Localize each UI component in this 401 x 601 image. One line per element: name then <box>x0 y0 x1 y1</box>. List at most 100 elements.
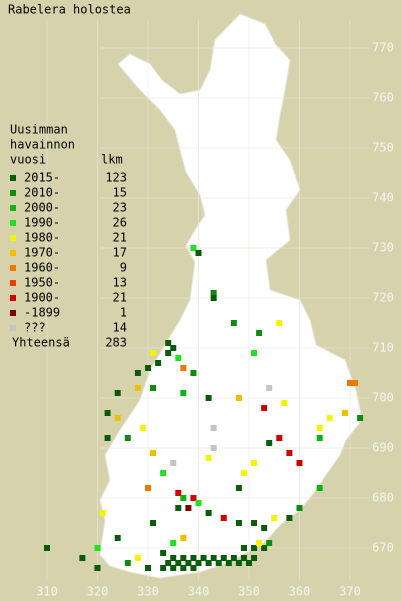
legend-count: 26 <box>113 216 127 230</box>
observation-square <box>134 385 141 391</box>
y-tick-label: 720 <box>372 291 394 305</box>
observation-square <box>124 560 131 566</box>
legend-label: 2000- <box>24 201 60 215</box>
observation-square <box>200 555 207 561</box>
y-tick-label: 700 <box>372 391 394 405</box>
observation-square <box>180 555 187 561</box>
observation-square <box>271 515 278 521</box>
observation-square <box>134 370 141 376</box>
observation-square <box>261 525 268 531</box>
legend-count: 15 <box>113 186 127 200</box>
observation-square <box>286 515 293 521</box>
observation-square <box>210 445 217 451</box>
observation-square <box>215 560 222 566</box>
legend-count-header: lkm <box>101 153 123 167</box>
observation-square <box>220 555 227 561</box>
observation-square <box>195 500 202 506</box>
legend-count: 9 <box>120 261 127 275</box>
observation-square <box>210 425 217 431</box>
observation-square <box>261 545 268 551</box>
observation-square <box>94 565 101 571</box>
observation-square <box>296 460 303 466</box>
observation-square <box>44 545 50 551</box>
legend-count: 21 <box>113 231 127 245</box>
observation-square <box>190 555 197 561</box>
observation-square <box>99 510 106 516</box>
legend-swatch <box>10 220 16 226</box>
observation-square <box>150 520 157 526</box>
legend-label: 2015- <box>24 171 60 185</box>
observation-square <box>180 390 187 396</box>
observation-square <box>316 435 323 441</box>
y-tick-label: 710 <box>372 341 394 355</box>
observation-square <box>235 485 242 491</box>
legend-count: 21 <box>113 291 127 305</box>
legend-swatch <box>10 310 16 316</box>
observation-square <box>251 520 258 526</box>
observation-square <box>266 440 273 446</box>
observation-square <box>210 290 217 296</box>
observation-square <box>185 505 192 511</box>
legend-count: 14 <box>113 321 127 335</box>
legend-swatch <box>10 235 16 241</box>
legend-header: havainnon <box>10 138 75 152</box>
observation-square <box>240 545 247 551</box>
x-tick-label: 320 <box>87 585 109 599</box>
observation-square <box>145 565 151 571</box>
observation-square <box>114 390 121 396</box>
observation-square <box>246 560 252 566</box>
observation-square <box>261 405 268 411</box>
legend-label: 1900- <box>24 291 60 305</box>
observation-square <box>160 470 167 476</box>
legend-label: 1970- <box>24 246 60 260</box>
observation-square <box>251 350 258 356</box>
observation-square <box>155 360 162 366</box>
x-tick-label: 360 <box>289 585 311 599</box>
legend-label: ??? <box>24 321 46 335</box>
observation-square <box>165 350 172 356</box>
observation-square <box>114 415 121 421</box>
observation-square <box>150 450 157 456</box>
y-tick-label: 740 <box>372 191 394 205</box>
observation-square <box>180 365 187 371</box>
legend-total-label: Yhteensä <box>12 336 70 350</box>
observation-square <box>357 415 364 421</box>
legend-label: 1980- <box>24 231 60 245</box>
observation-square <box>170 460 177 466</box>
observation-square <box>190 245 197 251</box>
observation-square <box>286 450 293 456</box>
observation-square <box>104 410 111 416</box>
observation-square <box>251 555 258 561</box>
observation-square <box>104 435 111 441</box>
observation-square <box>165 560 172 566</box>
observation-square <box>150 385 157 391</box>
observation-square <box>134 555 141 561</box>
observation-square <box>205 510 212 516</box>
observation-square <box>235 520 242 526</box>
observation-square <box>190 370 197 376</box>
observation-square <box>170 565 177 571</box>
observation-square <box>256 540 263 546</box>
y-tick-label: 770 <box>372 41 394 55</box>
observation-square <box>251 460 258 466</box>
observation-square <box>160 550 167 556</box>
observation-square <box>256 330 263 336</box>
x-tick-label: 310 <box>36 585 58 599</box>
x-tick-label: 340 <box>188 585 210 599</box>
observation-square <box>347 380 353 386</box>
observation-square <box>175 505 182 511</box>
observation-square <box>175 490 182 496</box>
x-tick-label: 350 <box>238 585 260 599</box>
y-tick-label: 680 <box>372 491 394 505</box>
grid <box>46 20 370 580</box>
observation-square <box>210 555 217 561</box>
y-tick-label: 730 <box>372 241 394 255</box>
legend-count: 13 <box>113 276 127 290</box>
observation-square <box>180 565 187 571</box>
observation-square <box>266 385 273 391</box>
legend-label: -1899 <box>24 306 60 320</box>
observation-square <box>276 320 283 326</box>
observation-square <box>205 395 212 401</box>
y-tick-label: 760 <box>372 91 394 105</box>
